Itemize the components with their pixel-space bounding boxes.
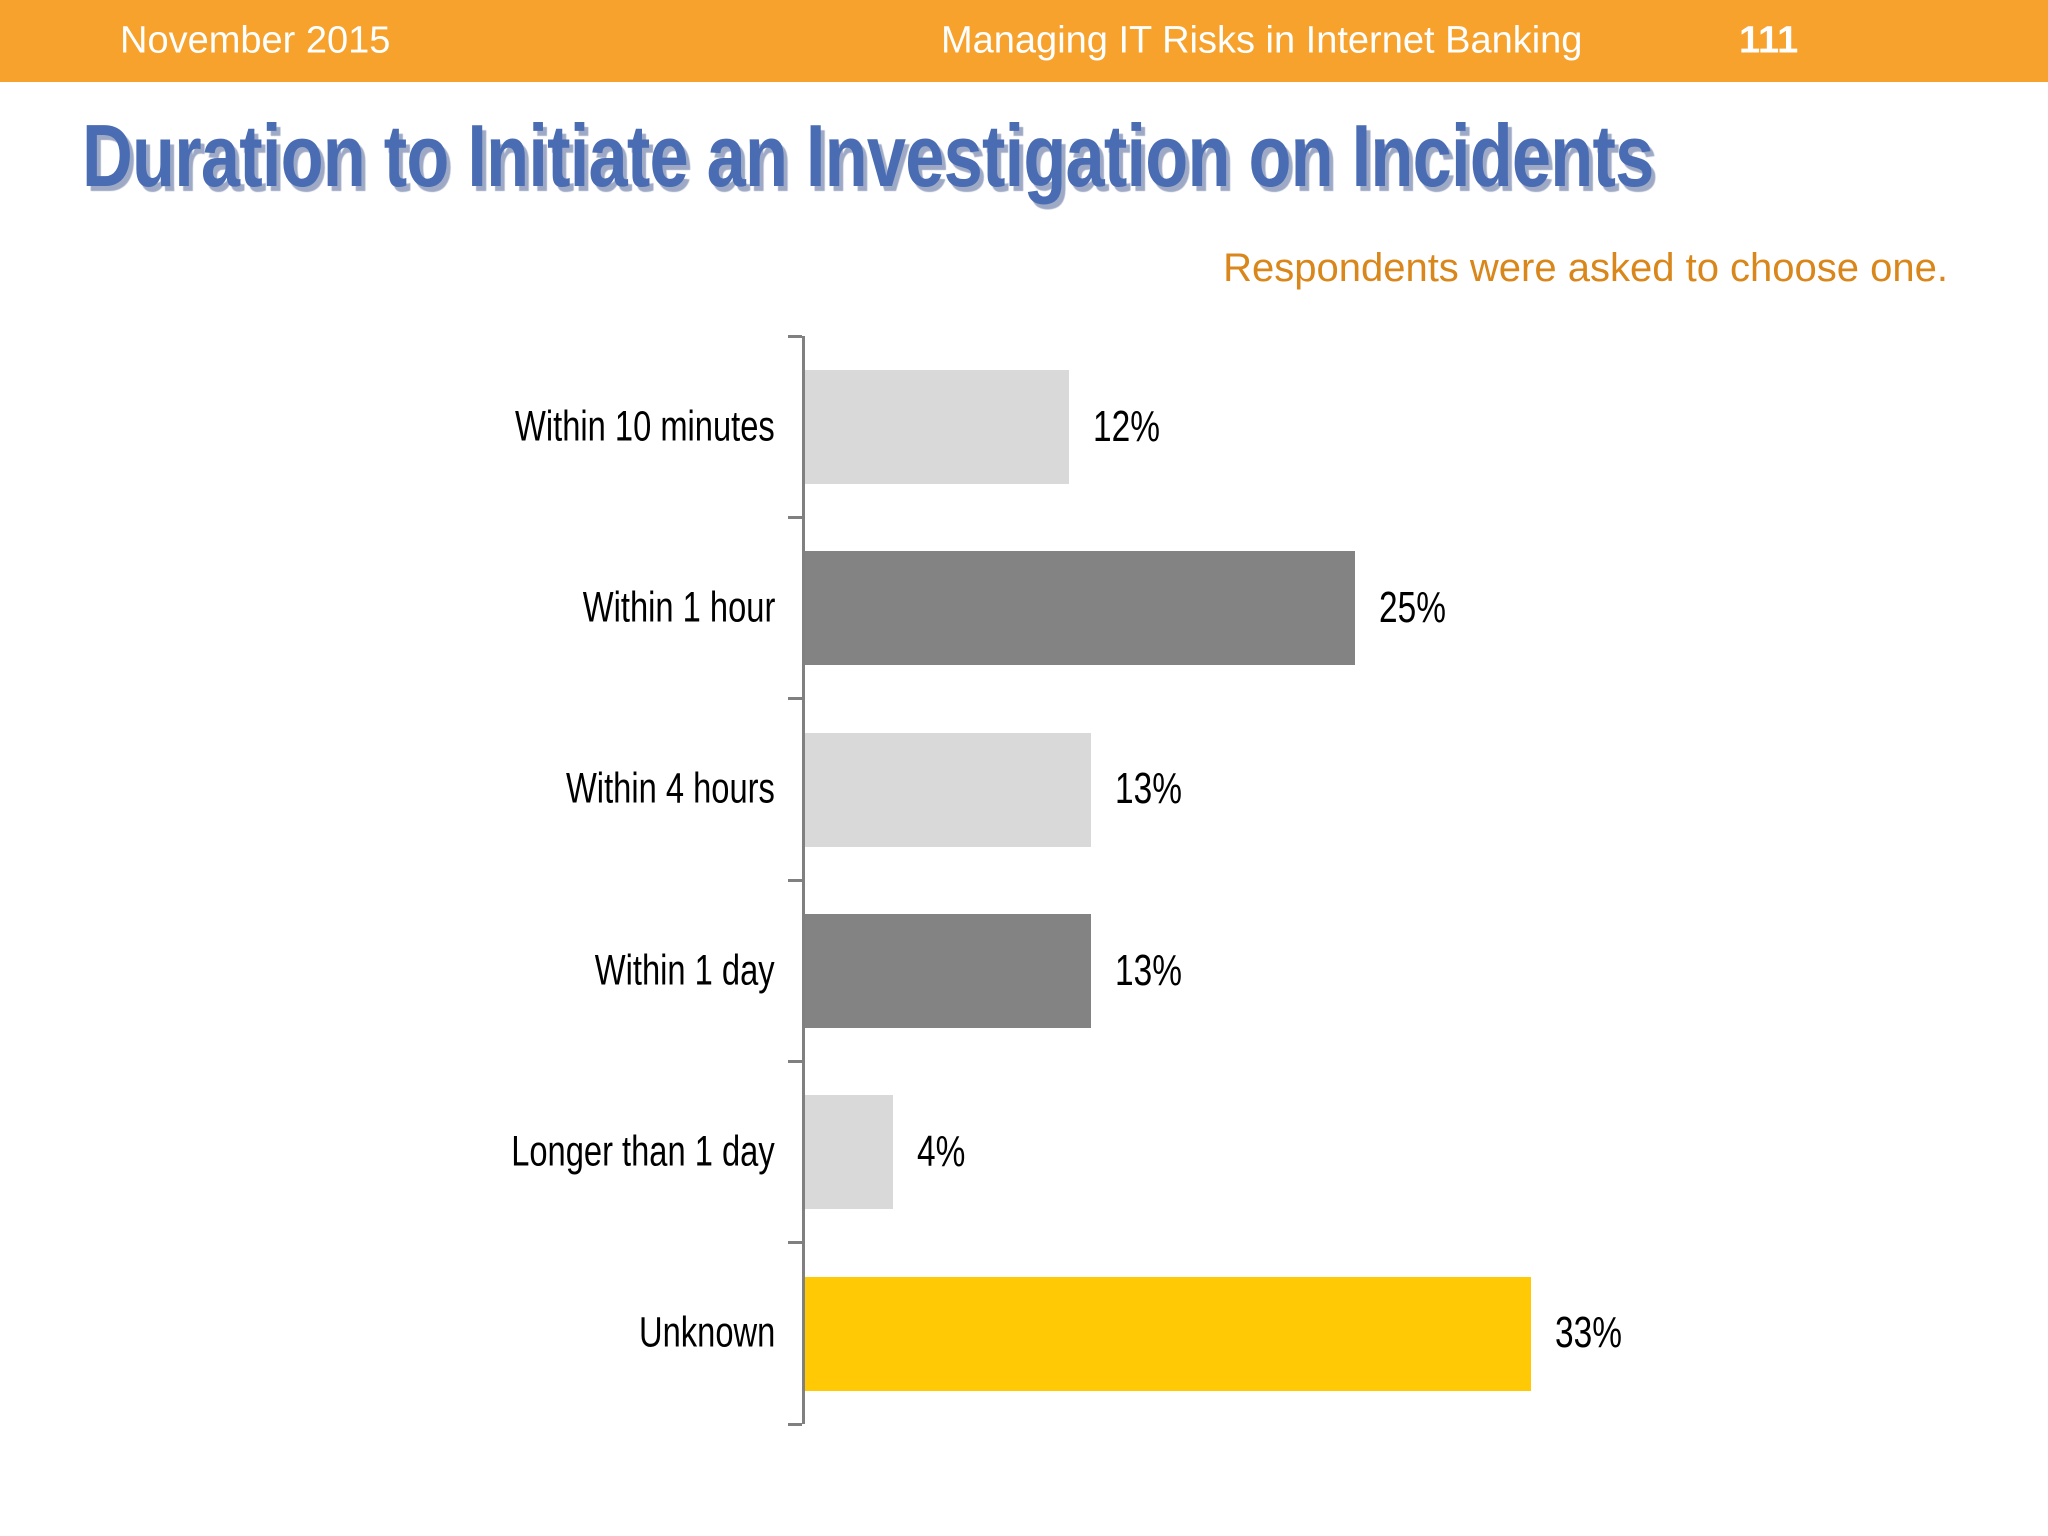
axis-tick	[788, 334, 802, 338]
chart-bar	[805, 732, 1091, 847]
chart-bar	[805, 551, 1355, 666]
value-label: 13%	[1115, 764, 1182, 814]
axis-tick	[788, 878, 802, 882]
category-label: Within 1 day	[595, 946, 775, 995]
chart-row: Within 1 hour 25%	[582, 517, 2048, 698]
chart-row: Within 4 hours 13%	[566, 699, 2048, 880]
axis-tick	[788, 697, 802, 701]
category-label: Unknown	[638, 1308, 775, 1357]
category-label: Within 4 hours	[566, 764, 775, 813]
header-page-number: 111	[1739, 19, 1799, 62]
category-label: Longer than 1 day	[511, 1127, 775, 1176]
value-label: 13%	[1115, 945, 1182, 995]
header-bar: November 2015 Managing IT Risks in Inter…	[0, 0, 2048, 82]
category-label: Within 10 minutes	[515, 402, 775, 451]
slide-title: Duration to Initiate an Investigation on…	[82, 106, 1654, 205]
axis-tick	[788, 1241, 802, 1245]
header-date: November 2015	[120, 19, 391, 62]
value-label: 25%	[1379, 582, 1446, 632]
chart-row: Longer than 1 day 4%	[512, 1061, 2048, 1242]
chart-row: Unknown 33%	[639, 1243, 2048, 1424]
value-label: 33%	[1555, 1308, 1622, 1358]
category-label: Within 1 hour	[582, 583, 775, 632]
axis-tick	[788, 515, 802, 519]
slide-subtitle: Respondents were asked to choose one.	[1223, 246, 1948, 290]
chart-row: Within 10 minutes 12%	[515, 336, 2048, 517]
chart-row: Within 1 day 13%	[595, 880, 2048, 1061]
axis-tick	[788, 1422, 802, 1426]
chart-bar	[805, 1276, 1531, 1391]
value-label: 4%	[917, 1126, 966, 1176]
value-label: 12%	[1093, 401, 1160, 451]
axis-tick	[788, 1059, 802, 1063]
header-title: Managing IT Risks in Internet Banking	[941, 19, 1583, 62]
chart-bar	[805, 370, 1069, 484]
chart-bar	[805, 914, 1091, 1028]
chart-plot-area: Within 10 minutes 12% Within 1 hour 25% With…	[512, 334, 2048, 1426]
chart-bar	[805, 1095, 893, 1210]
